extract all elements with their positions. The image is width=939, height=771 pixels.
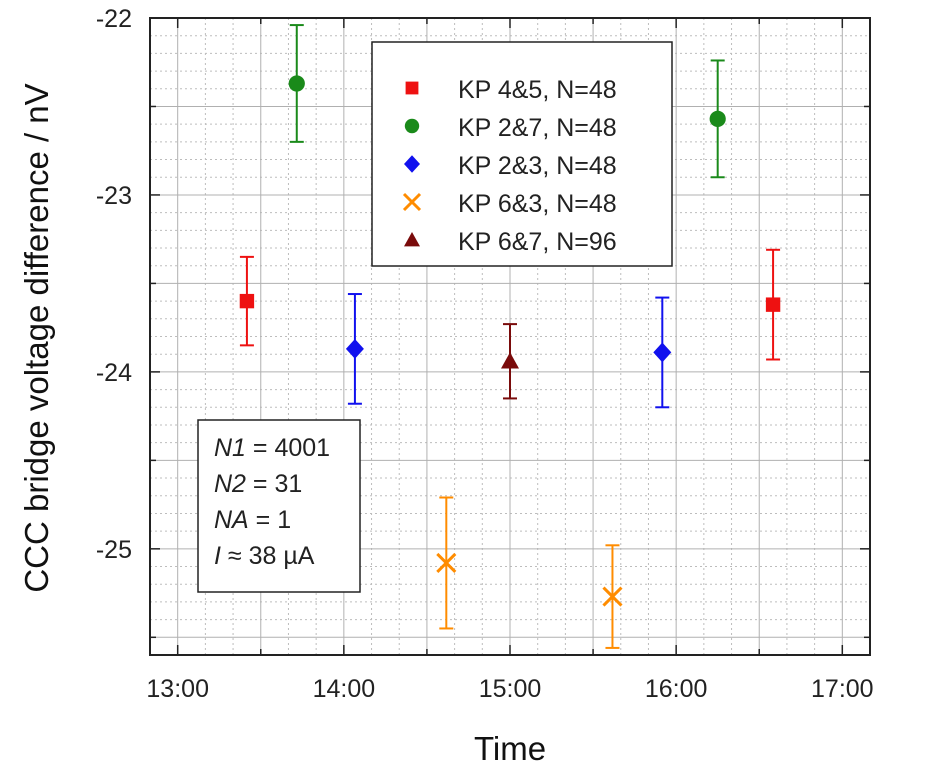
annotation-value: = 1 — [249, 506, 291, 534]
annotation-symbol: N2 — [214, 470, 246, 498]
x-tick-label: 16:00 — [645, 675, 708, 703]
legend-marker-x — [402, 192, 422, 212]
y-tick-label: -24 — [96, 359, 132, 387]
x-tick-label: 17:00 — [811, 675, 874, 703]
axes: 13:00 14:00 15:00 16:00 17:00 -25 -24 -23 -22 — [96, 5, 874, 703]
data-point-circle — [709, 110, 726, 127]
data-point-x — [602, 586, 623, 607]
annotation-symbol: I — [214, 542, 221, 570]
legend-label: KP 6&7, N=96 — [458, 228, 617, 256]
data-point-square — [239, 293, 255, 309]
legend-marker-square — [405, 81, 419, 95]
annotation-line: NA = 1 — [214, 506, 291, 534]
data-point-square — [765, 297, 781, 312]
y-tick-label: -22 — [96, 5, 132, 33]
legend-box — [371, 41, 673, 267]
x-tick-label: 15:00 — [479, 675, 542, 703]
annotation-value: = 31 — [246, 470, 302, 498]
annotation-symbol: N1 — [214, 434, 246, 462]
legend-label: KP 4&5, N=48 — [458, 76, 617, 104]
annotation-line: N2 = 31 — [214, 470, 302, 498]
annotation-value: ≈ 38 µA — [221, 542, 315, 570]
legend-marker-circle — [404, 118, 420, 134]
legend-label: KP 6&3, N=48 — [458, 190, 617, 218]
data-point-circle — [288, 75, 305, 92]
x-tick-label: 13:00 — [146, 675, 209, 703]
annotation-symbol: NA — [214, 506, 249, 534]
annotation-line: I ≈ 38 µA — [214, 542, 315, 570]
data-marks — [239, 24, 781, 649]
annotation-line: N1 = 4001 — [214, 434, 330, 462]
legend-label: KP 2&3, N=48 — [458, 152, 617, 180]
y-tick-label: -25 — [96, 536, 132, 564]
data-point-x — [436, 552, 457, 574]
y-axis-title: CCC bridge voltage difference / nV — [18, 83, 55, 592]
legend-marker-triangle — [404, 232, 420, 247]
data-point-diamond — [653, 342, 672, 363]
legend: KP 4&5, N=48 KP 2&7, N=48 KP 2&3, N=48 KP 6… — [371, 41, 673, 267]
x-tick-label: 14:00 — [313, 675, 376, 703]
annotation-value: = 4001 — [246, 434, 330, 462]
data-point-triangle — [501, 352, 519, 369]
annotation-frame — [197, 419, 361, 593]
y-tick-label: -23 — [96, 182, 132, 210]
x-axis-title: Time — [474, 730, 546, 767]
legend-label: KP 2&7, N=48 — [458, 114, 617, 142]
legend-marker-diamond — [404, 155, 420, 173]
data-point-diamond — [345, 338, 364, 359]
